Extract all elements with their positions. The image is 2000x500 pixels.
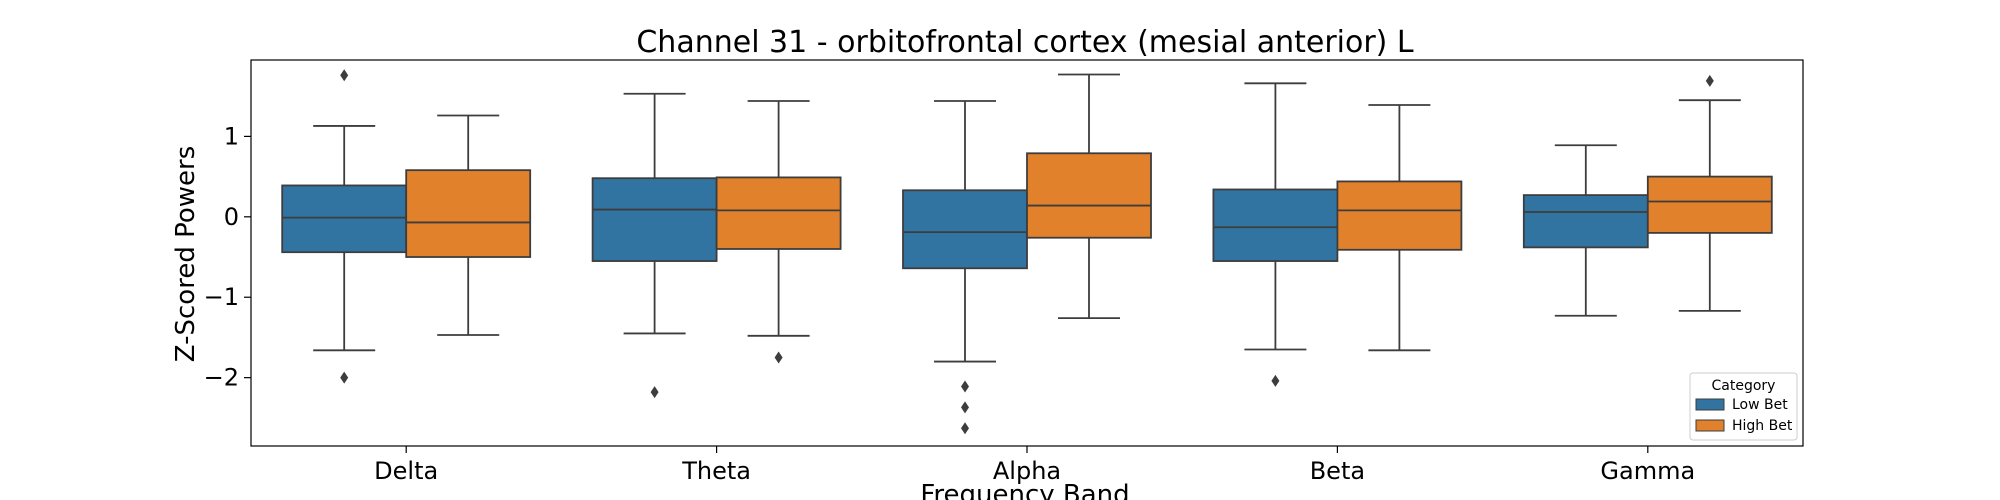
outlier-point bbox=[340, 371, 349, 384]
box-low-bet bbox=[1522, 194, 1649, 249]
box-low-bet bbox=[281, 184, 408, 254]
box-high-bet bbox=[715, 176, 842, 250]
legend-swatch bbox=[1695, 419, 1725, 432]
y-tick-label: 1 bbox=[224, 122, 239, 150]
box-low-bet bbox=[1212, 188, 1339, 262]
plot-area: 1 0 −1 −2 Delta Theta Alpha Beta Gamma bbox=[204, 59, 1804, 485]
box-low-bet bbox=[902, 189, 1028, 270]
x-tick-label: Theta bbox=[681, 457, 751, 485]
outlier-point bbox=[774, 351, 783, 364]
box-low-bet bbox=[591, 177, 718, 262]
legend-label: High Bet bbox=[1732, 418, 1793, 434]
box-high-bet bbox=[1646, 175, 1773, 234]
box-high-bet bbox=[1026, 152, 1152, 239]
legend-title: Category bbox=[1712, 378, 1776, 394]
box-high-bet bbox=[405, 169, 532, 258]
y-tick-label: −1 bbox=[204, 283, 239, 311]
outlier-point bbox=[1271, 374, 1280, 387]
x-tick-label: Alpha bbox=[993, 457, 1061, 485]
legend: Category Low Bet High Bet bbox=[1689, 372, 1798, 441]
y-tick-label: 0 bbox=[224, 203, 239, 231]
x-tick-label: Delta bbox=[374, 457, 438, 485]
x-tick-label: Gamma bbox=[1600, 457, 1695, 485]
outlier-point bbox=[961, 422, 969, 435]
outlier-point bbox=[1705, 74, 1714, 87]
outlier-point bbox=[650, 386, 659, 399]
chart-title: Channel 31 - orbitofrontal cortex (mesia… bbox=[636, 25, 1414, 60]
outlier-point bbox=[340, 69, 349, 82]
legend-swatch bbox=[1695, 398, 1725, 411]
x-tick-label: Beta bbox=[1310, 457, 1365, 485]
x-axis-title: Frequency Band bbox=[920, 480, 1129, 500]
y-tick-label: −2 bbox=[204, 364, 239, 392]
outlier-point bbox=[961, 380, 969, 393]
box-high-bet bbox=[1336, 180, 1463, 251]
y-axis-title: Z-Scored Powers bbox=[171, 146, 201, 362]
legend-label: Low Bet bbox=[1732, 397, 1788, 413]
outlier-point bbox=[961, 401, 969, 414]
